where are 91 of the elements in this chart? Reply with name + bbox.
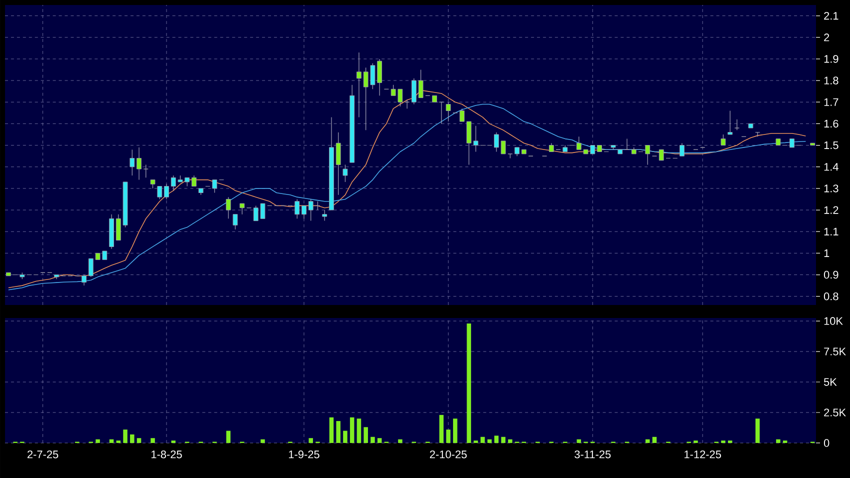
bar	[480, 436, 485, 443]
candlestick	[494, 132, 499, 152]
candlestick	[645, 144, 650, 165]
candlestick	[240, 203, 245, 215]
candlestick	[322, 210, 328, 222]
candlestick	[212, 180, 218, 194]
candlestick	[130, 149, 135, 176]
candlestick	[226, 196, 231, 219]
candlestick	[336, 132, 341, 196]
y-tick-label: 1.9	[824, 55, 838, 63]
candlestick	[720, 134, 726, 146]
candlestick	[446, 102, 451, 122]
candlestick	[157, 186, 162, 200]
candlestick	[680, 142, 684, 156]
bar	[350, 417, 354, 443]
y-tick-label: 1.1	[824, 228, 838, 236]
candlestick	[418, 69, 424, 98]
bar	[136, 438, 142, 443]
bar	[398, 439, 402, 443]
bar	[109, 439, 114, 443]
y-tick-label: 1.8	[824, 76, 838, 84]
candlestick	[294, 198, 300, 219]
y-tick-label: 5K	[824, 378, 837, 386]
y-tick-label: 0	[824, 439, 830, 447]
x-tick-label: 1-9-25	[288, 450, 320, 458]
bar	[776, 439, 780, 443]
bar	[494, 436, 499, 443]
candlestick	[356, 52, 362, 118]
candlestick	[466, 121, 472, 165]
bar	[150, 438, 155, 443]
bar	[508, 439, 512, 443]
bar	[439, 414, 444, 443]
bar	[123, 430, 128, 443]
bar	[130, 434, 134, 443]
y-tick-label: 7.5K	[824, 348, 846, 356]
y-tick-label: 2.5K	[824, 408, 846, 416]
x-tick-label: 3-11-25	[574, 450, 611, 458]
candlestick	[500, 140, 506, 154]
candlestick	[302, 205, 306, 219]
y-tick-label: 1.3	[824, 184, 838, 192]
bar	[576, 439, 582, 443]
bar	[446, 430, 450, 443]
candlestick	[232, 214, 238, 230]
candlestick	[473, 126, 478, 152]
candlestick	[88, 258, 94, 278]
bar	[453, 418, 458, 443]
bar	[645, 439, 650, 443]
bar	[260, 439, 265, 443]
bar	[501, 436, 506, 443]
bar	[96, 439, 100, 443]
y-tick-label: 1.7	[824, 98, 838, 106]
y-tick-label: 1.5	[824, 141, 838, 150]
y-tick-label: 0.8	[824, 292, 838, 300]
candlestick	[82, 274, 86, 286]
bar	[329, 417, 334, 443]
candlestick	[192, 175, 196, 187]
bar	[377, 438, 382, 443]
y-tick-label: 10K	[824, 317, 843, 325]
bar	[466, 323, 472, 443]
y-tick-label: 1.4	[824, 163, 838, 171]
candlestick	[658, 149, 664, 161]
y-tick-label: 0.9	[824, 270, 838, 279]
bar	[370, 436, 375, 443]
x-tick-label: 1-8-25	[152, 450, 182, 458]
bar	[343, 430, 348, 443]
candlestick	[411, 78, 416, 105]
candlestick	[164, 184, 169, 200]
y-tick-label: 1	[824, 249, 830, 257]
y-tick-label: 1.2	[824, 206, 838, 214]
candlestick	[143, 164, 148, 178]
bar	[308, 438, 313, 443]
candlestick	[728, 110, 733, 135]
candlestick	[116, 214, 121, 241]
bar	[336, 421, 340, 443]
bar	[364, 427, 368, 443]
y-tick-label: 1.6	[824, 120, 838, 128]
candlestick	[308, 198, 314, 222]
x-tick-label: 1-12-25	[684, 450, 722, 458]
bar	[652, 436, 657, 443]
y-tick-label: 2	[824, 34, 830, 42]
bar	[487, 439, 492, 443]
candlestick	[460, 108, 465, 122]
bar	[356, 418, 362, 443]
candlestick	[377, 58, 382, 96]
bar	[755, 418, 760, 443]
candlestick	[136, 147, 142, 180]
x-tick-label: 2-7-25	[28, 450, 58, 458]
y-tick-label: 2.1	[824, 12, 838, 20]
candlestick	[342, 164, 348, 182]
x-tick-label: 2-10-25	[430, 450, 467, 458]
bar	[226, 430, 231, 443]
